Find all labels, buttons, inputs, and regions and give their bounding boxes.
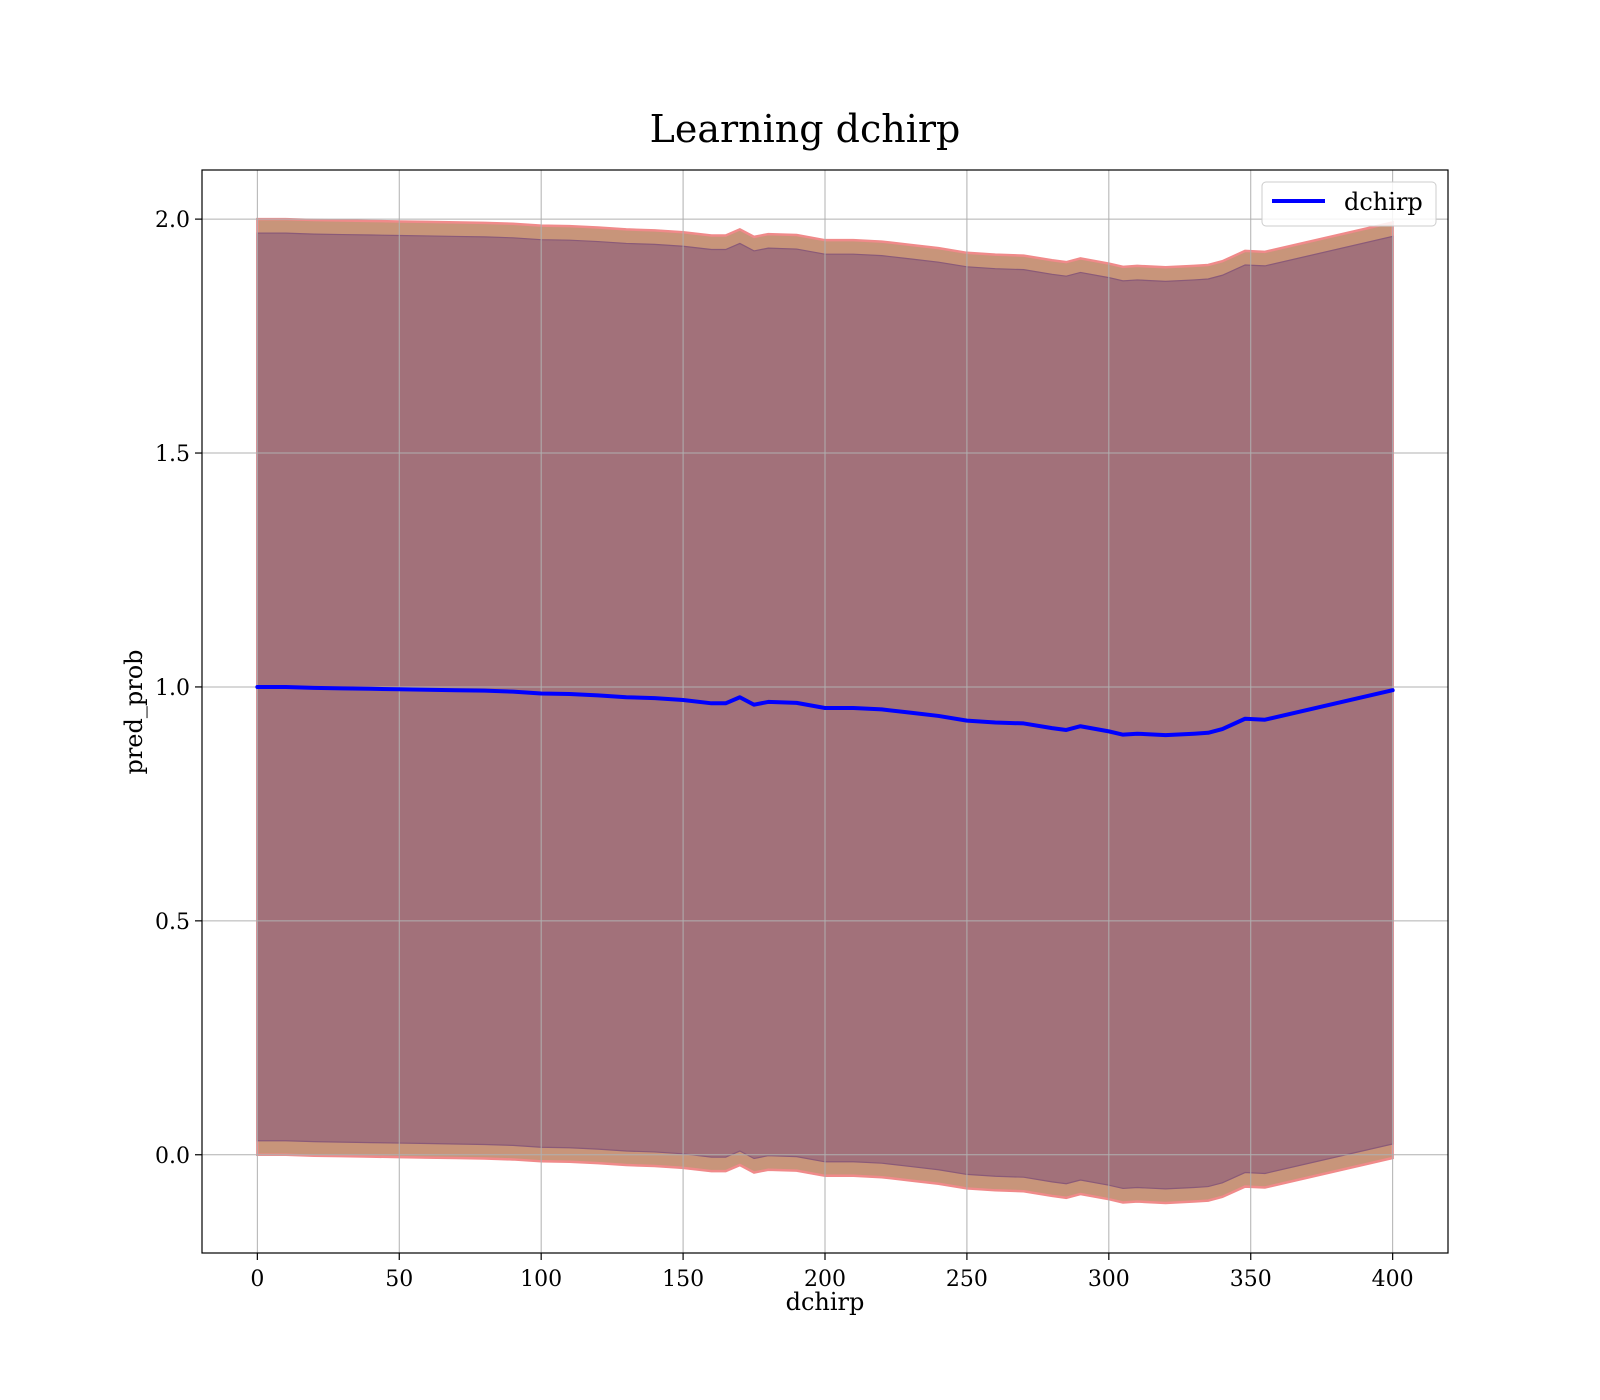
x-tick-label-7: 350 <box>1230 1267 1272 1292</box>
series-lines <box>255 684 1395 738</box>
chart-title: Learning dchirp <box>650 107 961 151</box>
y-tick-label-0: 0.0 <box>155 1144 190 1169</box>
y-tick-label-3: 1.5 <box>155 442 190 467</box>
y-axis-label: pred_prob <box>120 649 148 774</box>
series-line-dchirp <box>255 684 1395 738</box>
x-axis-ticks: 0 50 100 150 200 250 300 350 400 <box>250 1253 1414 1292</box>
legend: dchirp <box>1261 181 1437 227</box>
x-axis-label: dchirp <box>786 1288 865 1316</box>
x-tick-label-4: 200 <box>804 1267 846 1292</box>
grid-lines <box>202 170 1448 1253</box>
x-tick-label-6: 300 <box>1088 1267 1130 1292</box>
x-tick-label-2: 100 <box>520 1267 562 1292</box>
legend-box <box>1261 181 1437 227</box>
x-tick-label-0: 0 <box>250 1267 264 1292</box>
x-tick-label-1: 50 <box>385 1267 413 1292</box>
y-tick-label-1: 0.5 <box>155 910 190 935</box>
x-tick-label-3: 150 <box>662 1267 704 1292</box>
y-axis-ticks: 0.0 0.5 1.0 1.5 2.0 <box>155 208 202 1169</box>
x-tick-label-5: 250 <box>946 1267 988 1292</box>
legend-label-dchirp: dchirp <box>1344 188 1423 216</box>
y-tick-label-4: 2.0 <box>155 208 190 233</box>
x-tick-label-8: 400 <box>1372 1267 1414 1292</box>
y-tick-label-2: 1.0 <box>155 676 190 701</box>
